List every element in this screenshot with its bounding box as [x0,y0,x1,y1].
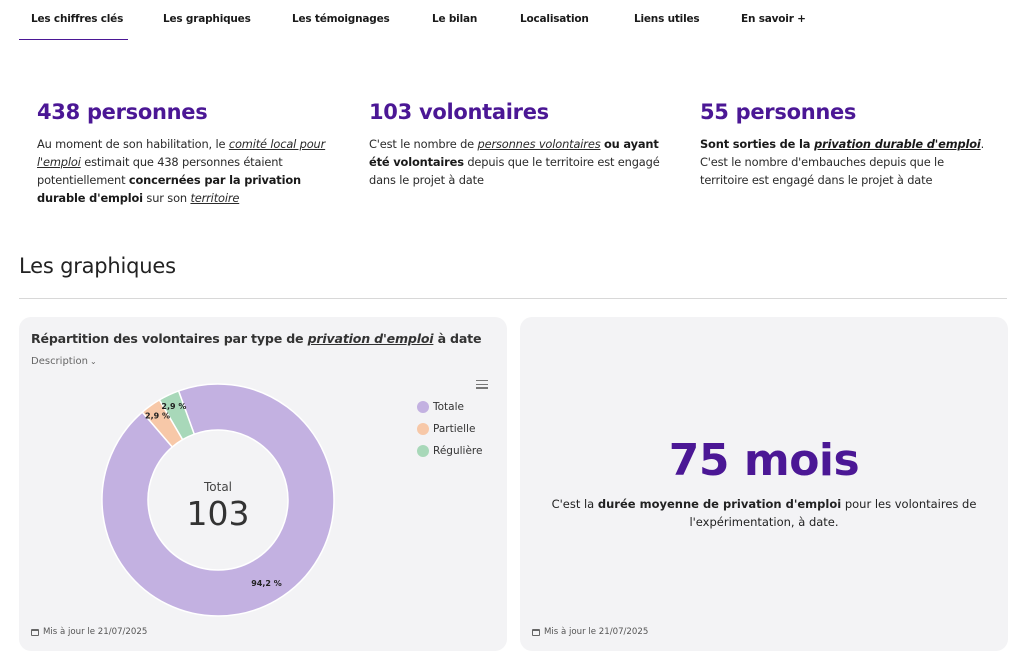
text-bold: ou ayant été volontaires [369,137,659,169]
legend-label: Partielle [433,423,476,435]
legend-label: Totale [433,401,464,413]
donut-center-value: 103 [187,494,250,533]
donut-chart: 94,2 % 2,9 %2,9 % Total 103 [69,351,366,648]
nav-tab-liens-utiles[interactable]: Liens utiles [634,13,700,25]
active-tab-indicator [19,39,128,40]
calendar-icon [532,628,540,636]
text: pour les volontaires de l'expérimentatio… [689,497,977,529]
legend-item-partielle[interactable]: Partielle [417,418,482,440]
calendar-icon [31,628,39,636]
chevron-down-icon: ⌄ [89,357,97,366]
legend-dot [417,401,429,413]
kpi-card: 75 mois C'est la durée moyenne de privat… [520,317,1008,651]
description-toggle[interactable]: Description ⌄ [31,356,97,367]
stat-description: Sont sorties de la privation durable d'e… [700,135,985,189]
text-bold: concernées par la privation durable d'em… [37,173,301,205]
stat-block-sorties: 55 personnes Sont sorties de la privatio… [700,98,985,189]
text: Mis à jour le 21/07/2025 [43,627,148,637]
donut-slice-totale[interactable] [69,351,366,648]
text: à date [433,331,482,346]
chart-card: Répartition des volontaires par type de … [19,317,507,651]
donut-labels: 94,2 % 2,9 %2,9 % [145,402,282,588]
nav-tab-en-savoir-plus[interactable]: En savoir + [741,13,806,25]
stat-block-volontaires: 103 volontaires C'est le nombre de perso… [369,98,664,189]
chart-legend: Totale Partielle Régulière [417,396,482,462]
stat-number: 103 volontaires [369,100,549,124]
text: estimait que 438 personnes étaient poten… [37,155,283,187]
nav-tab-graphiques[interactable]: Les graphiques [163,13,251,25]
text: Au moment de son habilitation, le [37,137,229,151]
text: C'est le nombre d'embauches depuis que l… [700,155,944,187]
data-label-totale: 94,2 % [251,579,282,588]
section-divider [19,298,1007,299]
stat-description: Au moment de son habilitation, le comité… [37,135,337,207]
section-title: Les graphiques [19,254,176,278]
updated-date: Mis à jour le 21/07/2025 [532,627,648,637]
kpi-description: C'est la durée moyenne de privation d'em… [550,495,978,531]
top-nav: Les chiffres clés Les graphiques Les tém… [0,0,1024,40]
stat-block-personnes: 438 personnes Au moment de son habilitat… [37,98,337,207]
text: Description [31,356,88,367]
text: C'est le nombre de [369,137,478,151]
text: Mis à jour le 21/07/2025 [544,627,649,637]
nav-tab-localisation[interactable]: Localisation [520,13,589,25]
text: Répartition des volontaires par type de [31,331,308,346]
nav-tab-bilan[interactable]: Le bilan [432,13,478,25]
donut-center-label: Total [203,480,232,494]
updated-date: Mis à jour le 21/07/2025 [31,627,147,637]
text: C'est la [551,497,598,511]
link-privation-emploi[interactable]: privation d'emploi [307,331,434,346]
stat-number: 55 personnes [700,100,857,124]
legend-label: Régulière [433,445,483,457]
text: sur son [142,191,191,205]
hamburger-icon[interactable] [476,380,488,390]
legend-item-totale[interactable]: Totale [417,396,482,418]
stat-description: C'est le nombre de personnes volontaires… [369,135,664,189]
chart-title: Répartition des volontaires par type de … [31,331,482,346]
text: depuis que le territoire est engagé dans… [369,155,660,187]
nav-tab-temoignages[interactable]: Les témoignages [292,13,390,25]
data-label-reguliere: 2,9 % [161,402,186,411]
donut-slices [69,351,366,648]
kpi-value: 75 mois [668,435,860,486]
link-comite-local[interactable]: comité local pour l'emploi [37,137,326,169]
link-personnes-volontaires[interactable]: personnes volontaires [477,137,601,151]
data-label-partielle: 2,9 % [145,411,170,420]
text-bold: durée moyenne de privation d'emploi [597,497,842,511]
link-territoire[interactable]: territoire [190,191,240,205]
stat-number: 438 personnes [37,100,208,124]
text: . [980,137,985,151]
donut-slice-reguliere[interactable] [158,389,196,442]
legend-item-reguliere[interactable]: Régulière [417,440,482,462]
legend-dot [417,445,429,457]
text-bold: Sont sorties de la [700,137,815,151]
link-privation-durable[interactable]: privation durable d'emploi [814,137,981,151]
nav-tab-chiffres-cles[interactable]: Les chiffres clés [31,13,124,25]
legend-dot [417,423,429,435]
